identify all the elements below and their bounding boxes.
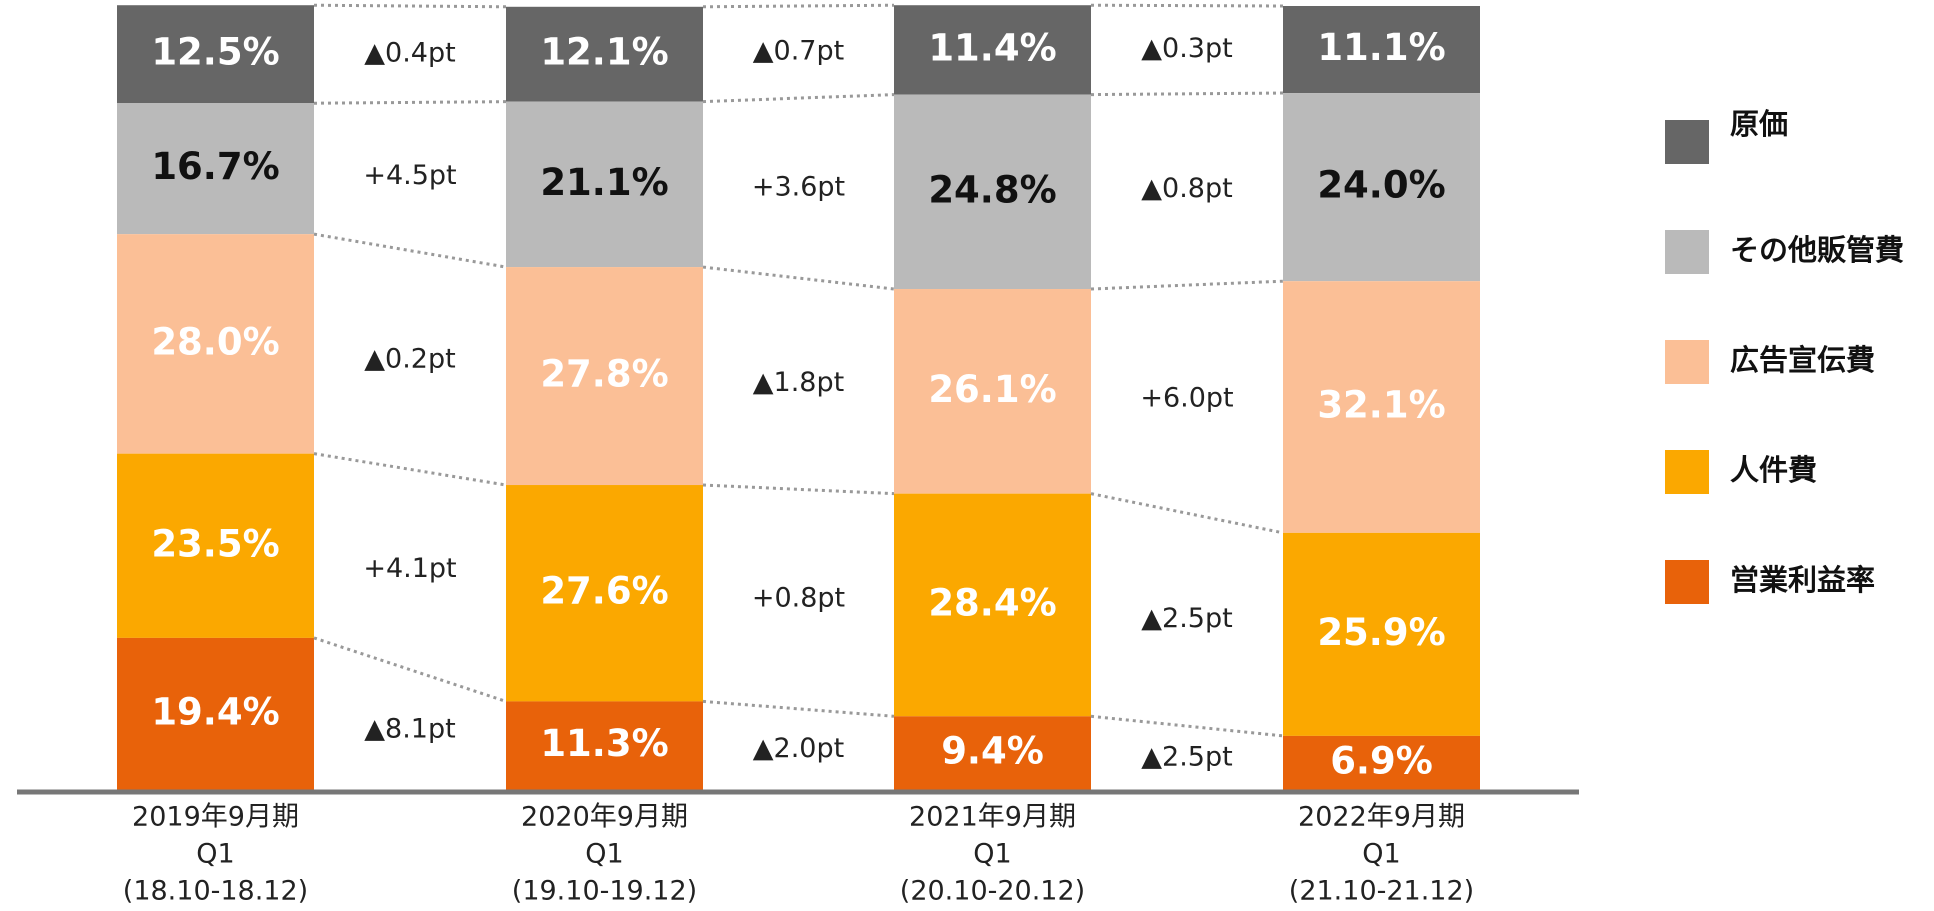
value-label: 19.4%	[151, 690, 279, 733]
value-label: 28.0%	[151, 320, 279, 363]
connector	[1090, 279, 1284, 291]
x-tick-label: 2020年9月期	[521, 802, 688, 833]
change-label: ▲0.8pt	[1141, 173, 1232, 204]
bar-segment	[506, 6, 703, 102]
connector	[1090, 492, 1284, 535]
x-tick-label: 2022年9月期	[1298, 802, 1465, 833]
connector	[702, 93, 895, 104]
bar-segment	[894, 289, 1091, 494]
bar-segment	[1283, 735, 1480, 790]
change-label: ▲2.5pt	[1141, 742, 1232, 773]
change-label: ▲1.8pt	[753, 367, 844, 398]
connector	[313, 452, 507, 487]
connector	[702, 3, 895, 9]
bar-segment	[1283, 6, 1480, 94]
value-label: 23.5%	[151, 522, 279, 565]
value-label: 28.4%	[928, 581, 1056, 624]
value-label: 24.0%	[1317, 164, 1445, 207]
legend-swatch	[1665, 560, 1709, 604]
connector	[313, 3, 507, 9]
bar-segment	[506, 267, 703, 486]
legend-label: 人件費	[1730, 453, 1817, 487]
value-label: 21.1%	[540, 161, 668, 204]
value-label: 6.9%	[1330, 739, 1433, 782]
change-label: +3.6pt	[752, 172, 845, 203]
change-label: ▲0.4pt	[364, 38, 455, 69]
x-tick-label: Q1	[585, 839, 623, 870]
value-label: 11.3%	[540, 722, 668, 765]
change-label: ▲0.3pt	[1141, 33, 1232, 64]
connector	[1090, 91, 1284, 97]
connector	[1090, 3, 1284, 8]
value-label: 32.1%	[1317, 384, 1445, 427]
connector	[702, 483, 895, 496]
bar-segment	[506, 485, 703, 702]
value-label: 27.8%	[540, 353, 668, 396]
value-label: 12.1%	[540, 31, 668, 74]
value-label: 25.9%	[1317, 611, 1445, 654]
change-label: ▲2.5pt	[1141, 603, 1232, 634]
legend-label: 原価	[1730, 107, 1788, 141]
x-tick-label: Q1	[973, 839, 1011, 870]
value-label: 11.4%	[928, 26, 1056, 69]
legend-label: 営業利益率	[1730, 563, 1875, 597]
legend-swatch	[1665, 120, 1709, 164]
value-label: 26.1%	[928, 368, 1056, 411]
bar-segment	[506, 101, 703, 268]
connector	[702, 265, 895, 291]
x-tick-label: Q1	[196, 839, 234, 870]
change-label: +4.1pt	[363, 553, 456, 584]
legend-swatch	[1665, 230, 1709, 274]
connector	[313, 636, 507, 703]
bar-segment	[1283, 93, 1480, 282]
change-label: +4.5pt	[363, 160, 456, 191]
change-label: ▲2.0pt	[753, 733, 844, 764]
bar-segment	[894, 5, 1091, 95]
connector	[313, 232, 507, 269]
value-label: 9.4%	[941, 730, 1044, 773]
bar-segment	[894, 493, 1091, 717]
legend-label: 広告宣伝費	[1730, 343, 1875, 377]
value-label: 24.8%	[928, 168, 1056, 211]
change-label: +6.0pt	[1140, 383, 1233, 414]
bar-segment	[506, 701, 703, 790]
x-tick-label: Q1	[1362, 839, 1400, 870]
bar-segment	[117, 103, 314, 235]
change-label: ▲8.1pt	[364, 713, 455, 744]
bar-segment	[894, 94, 1091, 290]
x-tick-label: 2019年9月期	[132, 802, 299, 833]
value-label: 16.7%	[151, 145, 279, 188]
legend-swatch	[1665, 450, 1709, 494]
bar-segment	[117, 453, 314, 638]
connector	[313, 100, 507, 105]
bar-segment	[894, 716, 1091, 790]
bar-segment	[1283, 532, 1480, 736]
change-label: ▲0.2pt	[364, 343, 455, 374]
change-label: +0.8pt	[752, 583, 845, 614]
legend-swatch	[1665, 340, 1709, 384]
bar-segment	[117, 637, 314, 790]
legend-label: その他販管費	[1730, 233, 1904, 267]
bar-segment	[117, 234, 314, 454]
value-label: 12.5%	[151, 31, 279, 74]
x-tick-label: 2021年9月期	[909, 802, 1076, 833]
change-label: ▲0.7pt	[753, 36, 844, 67]
x-tick-label: (20.10-20.12)	[900, 876, 1085, 907]
value-label: 11.1%	[1317, 26, 1445, 69]
bar-segment	[117, 5, 314, 104]
x-tick-label: (21.10-21.12)	[1289, 876, 1474, 907]
connector	[1090, 714, 1284, 738]
bar-segment	[1283, 281, 1480, 533]
x-tick-label: (18.10-18.12)	[123, 876, 308, 907]
value-label: 27.6%	[540, 570, 668, 613]
x-tick-label: (19.10-19.12)	[512, 876, 697, 907]
connector	[702, 699, 895, 718]
